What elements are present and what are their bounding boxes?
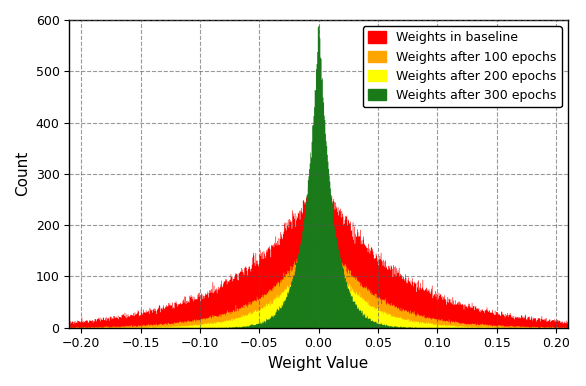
Y-axis label: Count: Count [15,151,30,196]
X-axis label: Weight Value: Weight Value [268,356,369,371]
Legend: Weights in baseline, Weights after 100 epochs, Weights after 200 epochs, Weights: Weights in baseline, Weights after 100 e… [363,26,561,107]
